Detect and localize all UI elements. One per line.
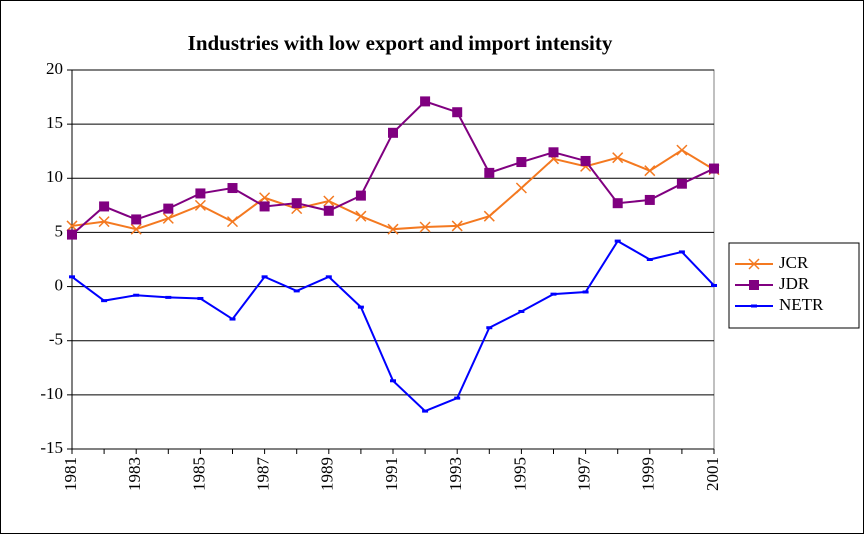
x-tick-label: 1995 — [510, 457, 529, 491]
x-tick-label: 1983 — [125, 457, 144, 491]
marker — [646, 258, 653, 261]
chart-title: Industries with low export and import in… — [188, 31, 613, 55]
marker — [614, 239, 621, 243]
y-tick-label: -15 — [40, 438, 63, 457]
marker — [323, 205, 334, 216]
legend-label: JCR — [779, 253, 809, 272]
x-tick-label: 1997 — [575, 457, 594, 492]
marker — [486, 326, 493, 330]
y-tick-label: -10 — [40, 384, 63, 403]
y-tick-label: 5 — [55, 221, 64, 240]
marker — [194, 199, 206, 211]
marker — [293, 289, 300, 293]
marker — [454, 396, 461, 400]
marker — [259, 192, 271, 204]
marker — [550, 292, 557, 296]
marker — [644, 194, 655, 205]
marker — [484, 167, 495, 178]
marker — [644, 165, 656, 177]
marker — [357, 305, 364, 309]
y-tick-label: 0 — [55, 275, 64, 294]
marker — [355, 210, 367, 222]
marker — [751, 304, 757, 308]
marker — [676, 144, 688, 156]
marker — [162, 212, 174, 224]
marker — [516, 157, 527, 168]
marker — [676, 178, 687, 189]
marker — [452, 107, 463, 118]
marker — [355, 190, 366, 201]
marker — [163, 203, 174, 214]
legend-label: JDR — [779, 274, 810, 293]
marker — [259, 201, 270, 212]
marker — [419, 221, 431, 233]
marker — [582, 290, 589, 294]
marker — [195, 188, 206, 199]
x-tick-label: 1991 — [382, 457, 401, 491]
marker — [133, 293, 140, 297]
x-tick-label: 1981 — [61, 457, 80, 491]
marker — [67, 229, 77, 240]
marker — [451, 220, 463, 232]
x-tick-label: 2001 — [703, 457, 722, 491]
x-tick-label: 1993 — [446, 457, 465, 491]
marker — [323, 195, 335, 207]
marker — [749, 280, 759, 290]
y-tick-label: 20 — [46, 59, 63, 78]
marker — [748, 258, 760, 270]
x-tick-label: 1999 — [639, 457, 658, 491]
x-tick-label: 1985 — [189, 457, 208, 491]
plot-area — [71, 69, 715, 450]
marker — [612, 152, 624, 164]
marker — [130, 223, 142, 235]
marker — [678, 250, 685, 254]
x-tick-label: 1989 — [318, 457, 337, 491]
marker — [66, 220, 78, 232]
marker — [612, 198, 623, 209]
y-tick-label: -5 — [49, 330, 63, 349]
marker — [261, 275, 268, 279]
marker — [387, 223, 399, 235]
legend-label: NETR — [779, 295, 824, 314]
marker — [388, 127, 398, 138]
x-tick-label: 1987 — [254, 457, 273, 492]
marker — [291, 198, 302, 209]
marker — [548, 147, 559, 158]
marker — [420, 96, 431, 107]
marker — [229, 317, 236, 321]
marker — [226, 216, 239, 228]
marker — [483, 210, 495, 222]
marker — [101, 299, 108, 303]
y-tick-label: 15 — [46, 113, 63, 132]
marker — [709, 163, 719, 174]
marker — [165, 295, 172, 299]
marker — [227, 183, 238, 194]
marker — [711, 283, 717, 287]
marker — [325, 275, 332, 279]
marker — [197, 296, 204, 300]
marker — [131, 214, 142, 225]
marker — [99, 201, 110, 212]
marker — [580, 155, 591, 166]
marker — [422, 409, 429, 413]
marker — [98, 216, 110, 228]
y-tick-label: 10 — [46, 167, 63, 186]
marker — [518, 309, 525, 313]
marker — [390, 379, 396, 383]
marker — [515, 182, 527, 194]
marker — [69, 275, 75, 279]
